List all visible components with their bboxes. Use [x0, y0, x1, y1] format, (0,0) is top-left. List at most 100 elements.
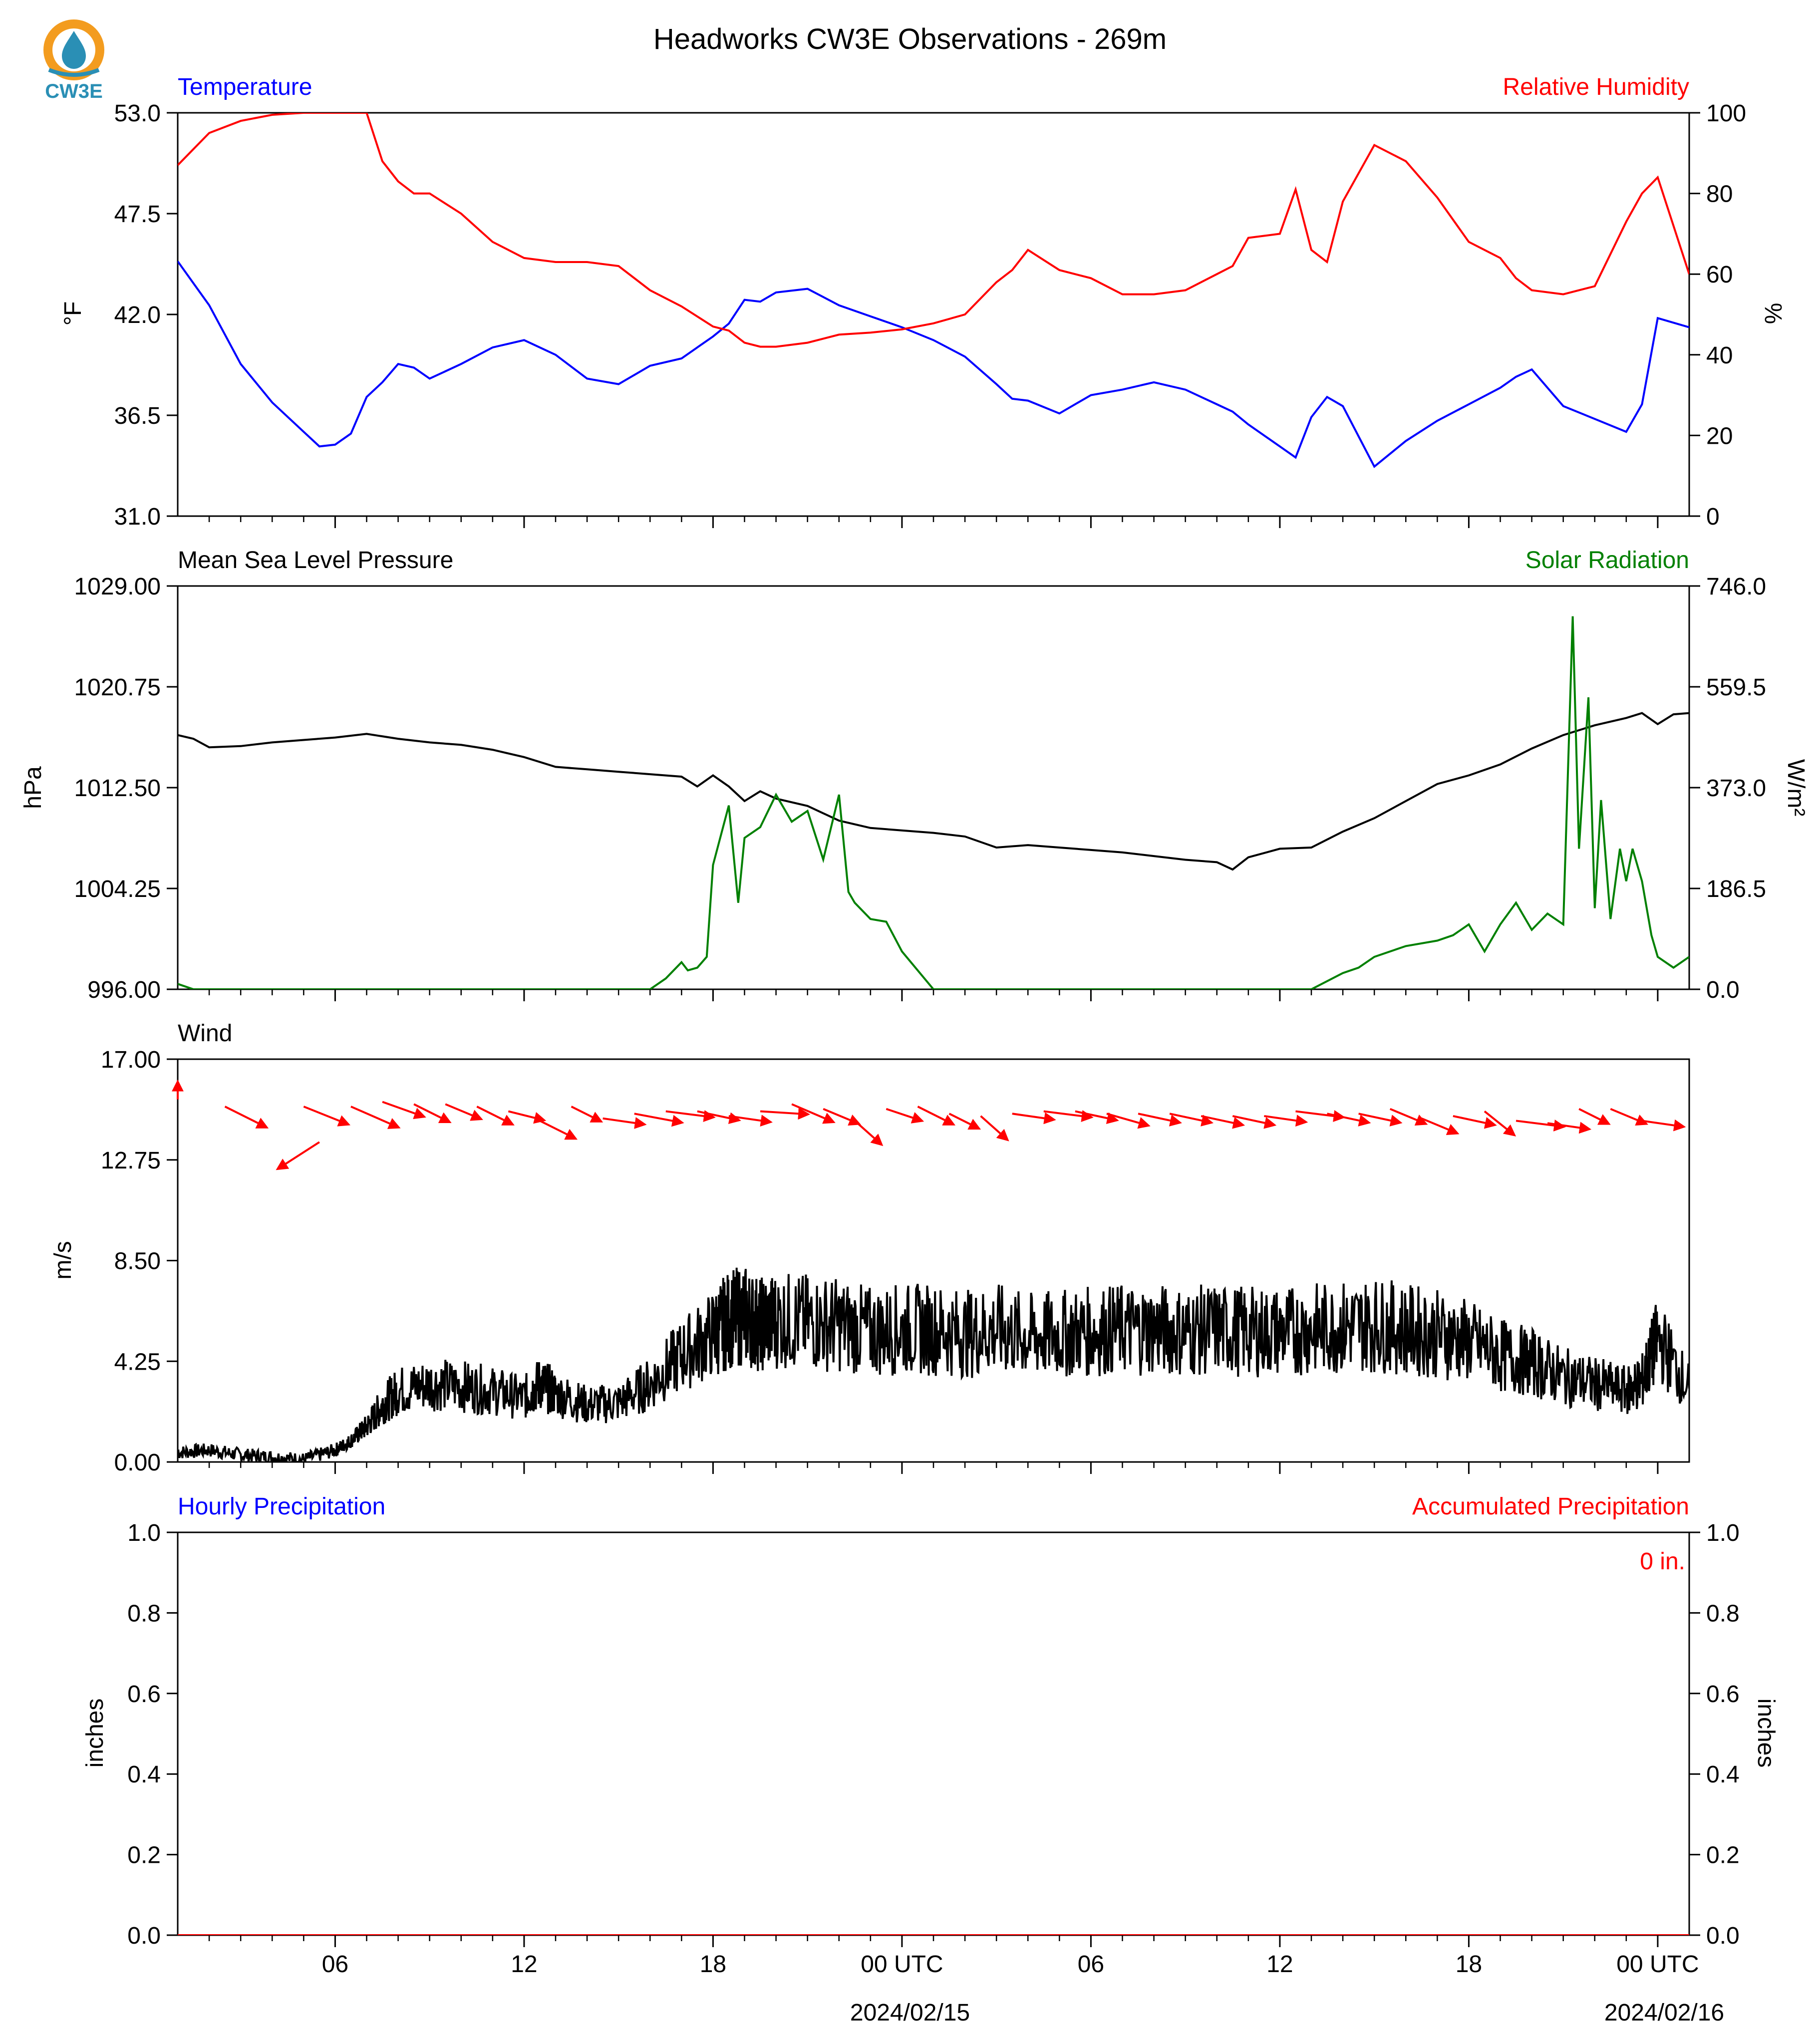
x-tick-label: 06	[322, 1951, 348, 1978]
panel-label-right: Accumulated Precipitation	[1412, 1493, 1689, 1520]
y-tick-label: 996.00	[87, 977, 161, 1003]
panel-precipitation: Hourly Precipitation Accumulated Precipi…	[82, 1493, 1779, 1949]
plot-frame	[177, 1531, 1690, 1936]
water-drop-icon	[62, 31, 86, 69]
y-tick-label-right: 746.0	[1706, 574, 1766, 600]
y-tick-label-right: 559.5	[1706, 674, 1766, 701]
wind-vector-arrow	[1327, 1113, 1371, 1127]
x-tick-label: 00 UTC	[1616, 1951, 1699, 1978]
y-tick-label: 0.6	[127, 1681, 161, 1708]
y-tick-label-right: 40	[1706, 342, 1733, 369]
x-tick-label: 00 UTC	[861, 1951, 943, 1978]
series-line-temperature	[178, 261, 1689, 468]
wind-vector-arrow	[823, 1108, 861, 1126]
wave-icon	[48, 68, 100, 77]
wind-vector-arrow	[1421, 1117, 1460, 1136]
wind-vector-arrow	[1138, 1113, 1182, 1127]
y-tick-label-right: 0.2	[1706, 1842, 1740, 1869]
wind-vector-arrow	[634, 1113, 684, 1127]
wind-vector-arrow	[791, 1103, 836, 1124]
x-tick-label: 18	[700, 1951, 726, 1978]
wind-vector-arrow	[571, 1106, 604, 1123]
y-tick-label: 17.00	[101, 1047, 161, 1073]
wind-vector-arrow	[224, 1106, 269, 1129]
wind-vector-arrow	[1484, 1110, 1517, 1137]
wind-vector-arrow	[665, 1110, 716, 1122]
wind-vector-arrow	[1547, 1122, 1592, 1134]
wind-vector-arrow	[1642, 1119, 1686, 1132]
wind-vector-arrow	[980, 1115, 1009, 1142]
y-tick-label-right: 0	[1706, 504, 1720, 530]
wind-vector-arrow	[476, 1106, 515, 1126]
panel-label-left: Mean Sea Level Pressure	[178, 547, 453, 574]
y-tick-label-right: 1.0	[1706, 1520, 1740, 1546]
y-tick-label-right: 0.8	[1706, 1600, 1740, 1627]
y-tick-label: 42.0	[114, 302, 161, 328]
panel-label-right: Solar Radiation	[1525, 547, 1689, 574]
y-tick-label-right: 0.0	[1706, 1923, 1740, 1949]
y-tick-label: 0.4	[127, 1761, 161, 1788]
y-tick-label-right: 100	[1706, 100, 1746, 127]
wind-vector-arrow	[1516, 1120, 1566, 1132]
panel-label-left: Hourly Precipitation	[178, 1493, 385, 1520]
y-axis-label: °F	[60, 301, 86, 326]
wind-vector-arrow	[603, 1117, 647, 1129]
wind-vector-arrow	[1264, 1115, 1308, 1127]
y-tick-label: 1004.25	[74, 876, 161, 902]
y-tick-label: 0.8	[127, 1600, 161, 1627]
y-tick-label: 1.0	[127, 1520, 161, 1546]
y-tick-label-right: 373.0	[1706, 775, 1766, 802]
wind-vector-arrow	[1106, 1113, 1151, 1129]
x-tick-label: 12	[511, 1951, 537, 1978]
date-label: 2024/02/15	[850, 2000, 970, 2026]
panel-wind: Wind m/s 17.00 12.75 8.50 4.25 0.00	[50, 1020, 1690, 1476]
wind-vector-arrow	[728, 1115, 773, 1127]
y-tick-label: 53.0	[114, 100, 161, 127]
y-axis-label: inches	[82, 1699, 108, 1768]
x-tick-label: 06	[1078, 1951, 1104, 1978]
accumulated-total-annotation: 0 in.	[1640, 1548, 1685, 1575]
y-tick-label: 1020.75	[74, 674, 161, 701]
date-label: 2024/02/16	[1604, 2000, 1724, 2026]
page-title: Headworks CW3E Observations - 269m	[653, 23, 1167, 55]
y-tick-label-right: 0.6	[1706, 1681, 1740, 1708]
series-line-relative-humidity	[178, 113, 1689, 348]
wind-vector-arrow	[1358, 1113, 1403, 1127]
wind-vector-arrow	[854, 1120, 884, 1147]
y-tick-label-right: 20	[1706, 423, 1733, 449]
y-axis-label-right: %	[1760, 303, 1786, 324]
wind-vector-arrow	[1012, 1112, 1056, 1125]
wind-vector-arrow	[1610, 1108, 1648, 1126]
wind-vector-arrow	[1232, 1115, 1277, 1129]
y-tick-label: 0.0	[127, 1923, 161, 1949]
y-tick-label-right: 0.4	[1706, 1761, 1740, 1788]
wind-vector-arrow	[760, 1108, 811, 1120]
panel-label-right: Relative Humidity	[1503, 74, 1689, 100]
series-line-solar-radiation	[178, 616, 1689, 989]
y-axis-label-right: W/m²	[1783, 759, 1809, 817]
plot-frame	[177, 112, 1690, 517]
cw3e-logo: CW3E	[43, 19, 104, 102]
wind-vector-arrow	[1578, 1108, 1611, 1125]
y-tick-label: 36.5	[114, 403, 161, 429]
wind-vector-arrow	[1043, 1110, 1094, 1122]
panel-label-left: Temperature	[178, 74, 312, 100]
wind-vector-arrow	[382, 1101, 426, 1120]
y-tick-label: 31.0	[114, 504, 161, 530]
wind-vector-arrow	[350, 1106, 401, 1129]
wind-vector-arrow	[1389, 1108, 1428, 1126]
panel-pressure-solar: Mean Sea Level Pressure Solar Radiation …	[20, 547, 1809, 1003]
y-tick-label-right: 60	[1706, 262, 1733, 288]
wind-vector-arrow	[1075, 1110, 1119, 1124]
y-axis-label: m/s	[50, 1241, 76, 1279]
wind-vector-arrow	[276, 1141, 320, 1170]
wind-vector-arrow	[1169, 1113, 1214, 1127]
y-tick-label: 0.2	[127, 1842, 161, 1869]
wind-vector-arrow	[539, 1120, 578, 1140]
wind-vector-arrow	[445, 1103, 483, 1121]
y-tick-label: 12.75	[101, 1148, 161, 1174]
y-tick-label: 1012.50	[74, 775, 161, 802]
y-tick-label: 47.5	[114, 201, 161, 228]
series-line-wind	[178, 1267, 1689, 1462]
